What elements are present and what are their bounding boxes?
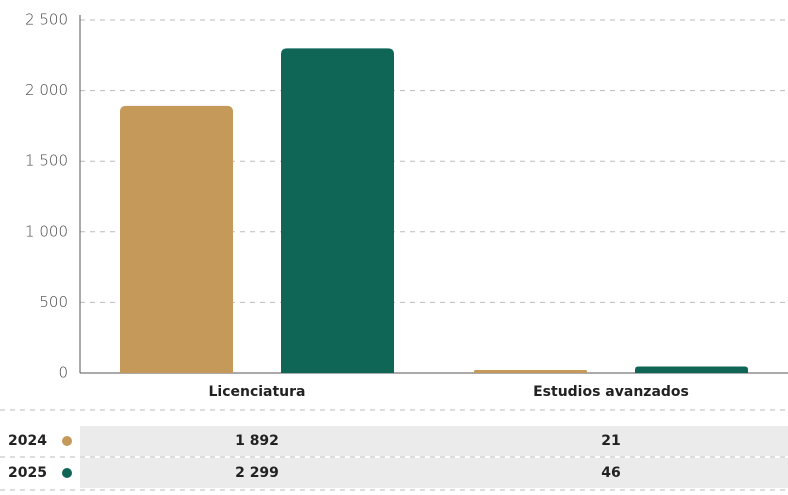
x-tick-label: Estudios avanzados bbox=[533, 384, 689, 400]
bar bbox=[635, 367, 748, 373]
table-cell: 21 bbox=[601, 433, 620, 449]
y-tick-label: 0 bbox=[58, 364, 68, 382]
y-tick-label: 2 000 bbox=[25, 81, 68, 99]
y-tick-label: 1 500 bbox=[25, 152, 68, 170]
table-row-bg bbox=[80, 426, 788, 456]
chart: 0 500 1 000 1 500 2 000 2 500 Licenciatura 1 89… bbox=[0, 0, 788, 495]
x-tick-label: Licenciatura bbox=[208, 384, 305, 400]
bar bbox=[120, 106, 233, 373]
table-row-bg bbox=[80, 458, 788, 488]
table-cell: 46 bbox=[601, 465, 620, 481]
bar bbox=[474, 370, 587, 373]
y-tick-label: 1 000 bbox=[25, 222, 68, 240]
y-tick-label: 2 500 bbox=[25, 11, 68, 29]
bar bbox=[281, 48, 394, 373]
legend-label: 2025 bbox=[8, 465, 47, 481]
legend-label: 2024 bbox=[8, 433, 47, 449]
legend-dot bbox=[62, 436, 72, 446]
y-tick-label: 500 bbox=[39, 293, 68, 311]
table-cell: 2 299 bbox=[235, 465, 279, 481]
legend-dot bbox=[62, 468, 72, 478]
table-cell: 1 892 bbox=[235, 433, 279, 449]
